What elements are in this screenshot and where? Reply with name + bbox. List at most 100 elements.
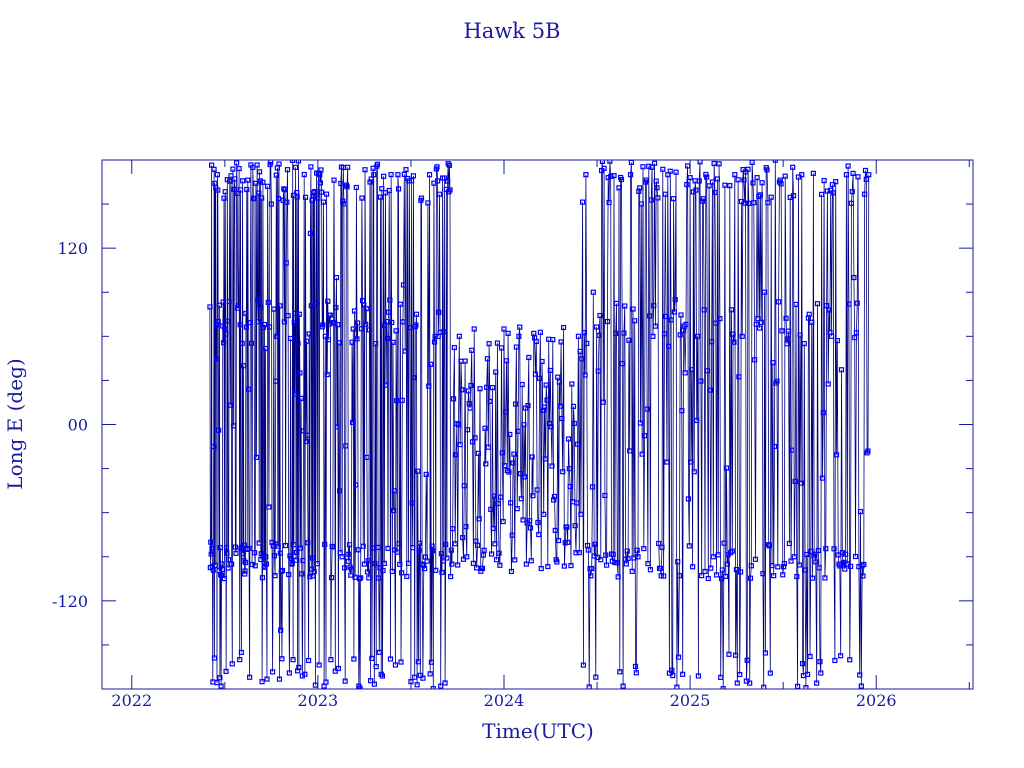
data-point	[552, 527, 558, 533]
data-point	[547, 367, 553, 374]
data-point	[418, 195, 425, 201]
data-point	[297, 370, 303, 376]
data-point	[814, 301, 821, 307]
data-point	[826, 307, 832, 313]
data-point	[313, 300, 319, 306]
data-point	[296, 311, 302, 317]
data-point	[785, 328, 792, 334]
data-point	[573, 550, 579, 556]
data-point	[281, 186, 287, 192]
data-point	[701, 307, 707, 313]
data-point	[460, 535, 466, 541]
data-point	[252, 563, 258, 569]
data-point	[340, 198, 346, 204]
data-point	[211, 166, 217, 172]
data-point	[568, 562, 574, 569]
data-point	[333, 304, 339, 311]
data-point	[753, 321, 759, 327]
data-point	[661, 573, 667, 579]
data-point	[229, 561, 235, 567]
data-point	[560, 469, 566, 475]
data-point	[481, 547, 487, 553]
data-point	[374, 161, 381, 167]
data-point	[639, 451, 645, 457]
data-point	[666, 343, 672, 349]
data-point	[435, 178, 441, 184]
data-point	[733, 566, 740, 573]
data-point	[318, 167, 324, 173]
data-point	[622, 303, 628, 309]
data-point	[438, 683, 444, 689]
data-point	[583, 172, 589, 178]
data-point	[853, 330, 859, 336]
data-point	[794, 573, 800, 580]
data-point	[670, 672, 676, 679]
data-point	[597, 312, 603, 319]
data-point	[305, 540, 311, 546]
data-point	[218, 572, 225, 579]
data-point	[475, 450, 481, 457]
data-point	[291, 542, 297, 548]
data-point	[436, 309, 442, 315]
data-point	[669, 667, 675, 673]
data-point	[577, 348, 583, 354]
data-point	[682, 370, 688, 376]
data-point	[209, 545, 215, 551]
data-point	[675, 559, 681, 565]
data-point	[603, 552, 609, 558]
data-point	[797, 332, 803, 338]
data-point	[675, 654, 682, 660]
data-point	[354, 320, 361, 326]
data-point	[223, 331, 229, 337]
data-point	[314, 561, 320, 567]
data-point	[812, 551, 818, 557]
data-point	[560, 324, 567, 331]
data-point	[299, 571, 305, 577]
data-point	[443, 541, 449, 547]
data-point	[762, 650, 768, 656]
data-point	[236, 166, 242, 172]
data-point	[688, 459, 694, 465]
data-point	[660, 166, 666, 172]
data-point	[852, 335, 858, 341]
data-point	[399, 397, 405, 403]
data-point	[317, 180, 323, 186]
data-point	[263, 554, 269, 560]
data-point	[377, 194, 384, 200]
data-point	[453, 452, 459, 458]
data-point	[465, 388, 472, 394]
data-point	[631, 555, 637, 561]
data-point	[336, 340, 342, 346]
data-point	[381, 173, 387, 179]
data-point	[292, 391, 298, 397]
data-point	[295, 340, 301, 347]
data-point	[807, 653, 813, 660]
data-point	[215, 318, 221, 325]
data-point	[256, 190, 262, 196]
data-point	[487, 398, 493, 404]
data-point	[222, 189, 228, 195]
data-point	[436, 191, 443, 197]
data-point	[618, 176, 625, 183]
data-point	[304, 338, 310, 344]
x-axis-label: Time(UTC)	[482, 719, 594, 743]
data-point	[371, 172, 377, 178]
data-point	[414, 682, 420, 688]
data-point	[858, 683, 864, 689]
data-point	[550, 337, 556, 343]
data-point	[247, 674, 253, 680]
data-point	[646, 313, 653, 319]
data-point	[517, 324, 523, 330]
data-point	[259, 575, 266, 581]
data-point	[687, 175, 693, 181]
data-point	[397, 561, 403, 567]
data-point	[283, 542, 289, 549]
data-point	[455, 562, 461, 568]
data-point	[596, 332, 602, 338]
data-point	[726, 651, 732, 657]
data-point	[325, 298, 331, 304]
data-point	[426, 383, 432, 389]
data-point	[237, 322, 243, 328]
data-point	[735, 177, 741, 183]
